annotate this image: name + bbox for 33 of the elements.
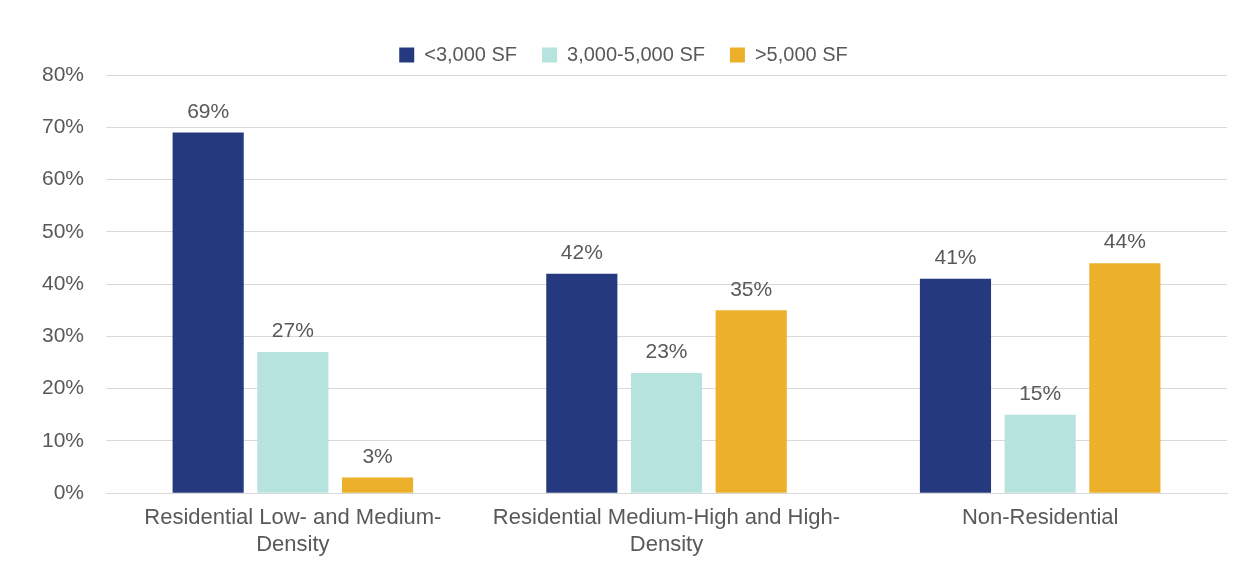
y-tick-label: 40% bbox=[42, 270, 85, 294]
y-tick-label: 50% bbox=[42, 218, 85, 242]
data-label: 23% bbox=[645, 339, 688, 363]
bar bbox=[715, 310, 787, 493]
x-tick-label: Residential Medium-High and High-Density bbox=[492, 504, 841, 556]
data-label: 41% bbox=[934, 245, 977, 269]
data-label: 42% bbox=[560, 239, 603, 263]
data-label: 35% bbox=[730, 276, 773, 300]
y-tick-label: 70% bbox=[42, 114, 85, 138]
bar bbox=[172, 132, 244, 493]
y-tick-label: 0% bbox=[53, 480, 85, 503]
y-tick-label: 60% bbox=[42, 166, 85, 190]
y-tick-label: 10% bbox=[42, 427, 85, 451]
legend-label: <3,000 SF bbox=[424, 42, 518, 65]
data-label: 27% bbox=[271, 318, 314, 342]
data-label: 44% bbox=[1103, 229, 1146, 253]
data-label: 69% bbox=[187, 98, 230, 122]
legend-label: 3,000-5,000 SF bbox=[567, 42, 705, 65]
legend-label: >5,000 SF bbox=[754, 42, 848, 65]
data-label: 3% bbox=[362, 443, 393, 467]
y-tick-label: 20% bbox=[42, 375, 85, 399]
y-tick-label: 30% bbox=[42, 323, 85, 347]
x-tick-label: Non-Residential bbox=[961, 504, 1119, 530]
bar bbox=[1004, 414, 1076, 493]
bar bbox=[919, 278, 992, 493]
bar bbox=[1089, 263, 1161, 493]
bar bbox=[257, 352, 329, 493]
bar bbox=[341, 477, 414, 493]
bar bbox=[546, 273, 618, 493]
bar bbox=[630, 372, 703, 493]
data-label: 15% bbox=[1019, 381, 1062, 405]
y-tick-label: 80% bbox=[42, 61, 85, 85]
x-tick-label: Residential Low- and Medium-Density bbox=[144, 504, 442, 556]
